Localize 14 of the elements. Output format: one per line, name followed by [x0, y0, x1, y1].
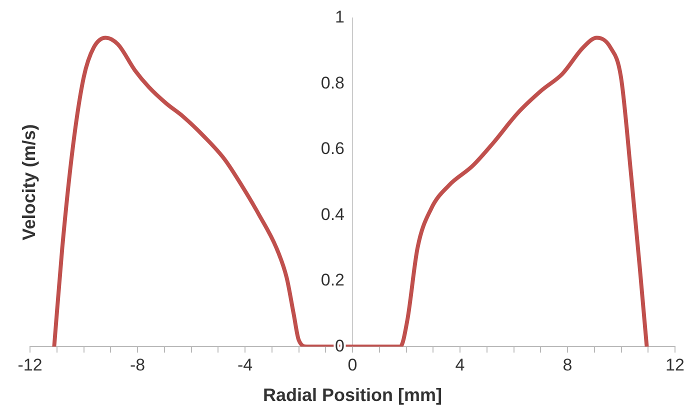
x-tick-label: -8 [130, 355, 146, 374]
x-tick-label: -12 [18, 355, 42, 374]
y-tick-label: 0.2 [320, 270, 344, 290]
y-tick-label: 0.8 [320, 73, 344, 92]
x-axis-title: Radial Position [mm] [262, 384, 442, 405]
y-tick-label: 1 [335, 8, 344, 27]
x-tick-label: 0 [348, 355, 358, 374]
x-tick-label: 4 [455, 355, 465, 374]
x-tick-label: 8 [562, 355, 572, 374]
y-axis-title: Velocity (m/s) [18, 124, 39, 240]
y-tick-label: 0.4 [320, 204, 344, 224]
x-tick-label: -4 [237, 355, 253, 374]
x-tick-label: 12 [666, 355, 684, 374]
y-tick-label: 0.6 [320, 139, 344, 158]
